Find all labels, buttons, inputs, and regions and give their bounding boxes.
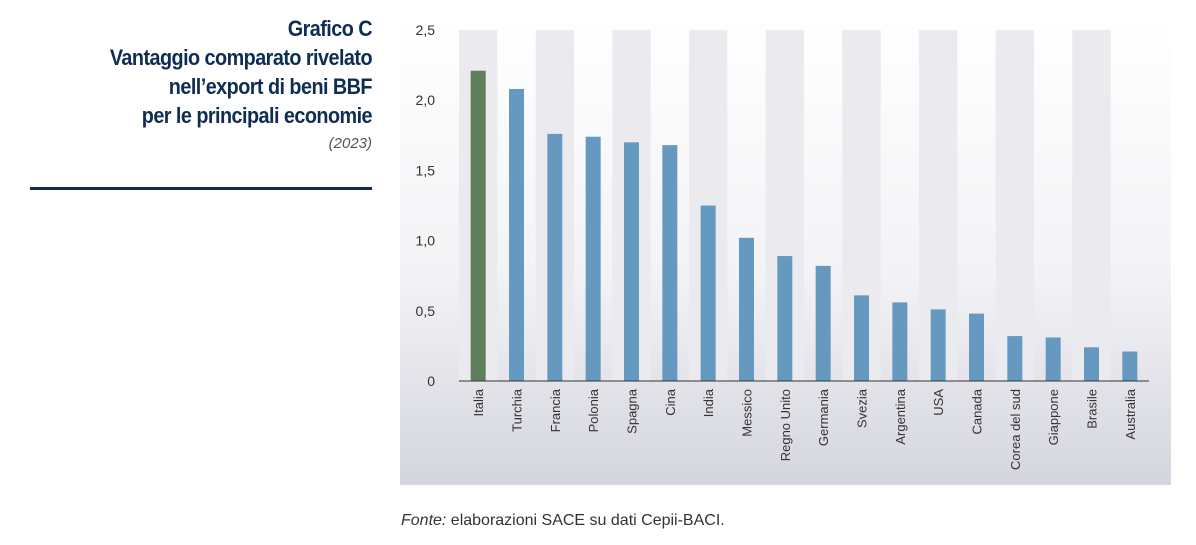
y-tick-label: 1,0 [416,233,436,249]
bar-turchia [509,88,524,381]
bar-francia [547,133,563,381]
bar-messico [739,237,754,381]
bar-corea-del-sud [1007,336,1023,381]
y-tick-label: 0 [427,373,435,389]
x-tick-label: Polonia [586,388,601,432]
category-stripe [995,30,1034,381]
bar-giappone [1045,337,1061,381]
bar-argentina [892,302,908,381]
bar-germania [815,265,831,381]
x-tick-label: Messico [740,389,755,437]
x-tick-label: Svezia [855,388,870,428]
bar-australia [1122,351,1138,381]
category-stripe [1072,30,1111,381]
y-tick-label: 1,5 [416,162,436,178]
chart-title-line-3: per le principali economie [141,103,373,128]
chart-title-line-2: nell’export di beni BBF [168,74,373,99]
bar-italia [470,70,486,381]
x-tick-label: USA [931,389,946,416]
chart-year: (2023) [328,135,372,152]
chart-title-line-1: Vantaggio comparato rivelato [109,45,373,70]
bar-usa [930,309,946,381]
chart-title-block: Grafico C Vantaggio comparato rivelato n… [30,14,373,152]
source-note: Fonte: elaborazioni SACE su dati Cepii-B… [401,512,725,530]
title-divider [30,187,372,190]
y-tick-label: 2,0 [416,92,436,108]
x-tick-label: Corea del sud [1008,389,1023,470]
chart-label: Grafico C [287,16,373,41]
bar-chart: 0 0,5 1,0 1,5 2,0 2,5 Italia Turchia Francia Polo… [416,22,1149,470]
x-tick-label: Regno Unito [778,389,793,461]
x-tick-label: Francia [548,388,563,432]
bar-regno-unito [777,256,793,381]
x-tick-label: Cina [663,388,678,416]
x-tick-label: Turchia [510,388,525,432]
source-prefix: Fonte: [401,512,447,529]
x-tick-label: Giappone [1046,389,1061,445]
x-tick-label: Germania [816,388,831,446]
x-tick-label: Spagna [625,388,640,434]
x-tick-label: Australia [1123,388,1138,439]
x-tick-label: Argentina [893,388,908,444]
y-tick-label: 0,5 [416,303,436,319]
x-tick-label: Italia [471,388,486,416]
bar-cina [662,145,678,381]
bar-polonia [585,136,601,381]
bar-canada [969,313,984,381]
x-tick-label: India [701,388,716,417]
y-tick-label: 2,5 [416,22,436,38]
bar-india [700,205,716,381]
x-tick-label: Brasile [1085,389,1100,429]
x-tick-label: Canada [970,388,985,434]
bar-spagna [624,142,639,381]
bar-svezia [854,295,869,381]
bar-brasile [1084,347,1099,381]
source-text: elaborazioni SACE su dati Cepii-BACI. [446,512,725,529]
